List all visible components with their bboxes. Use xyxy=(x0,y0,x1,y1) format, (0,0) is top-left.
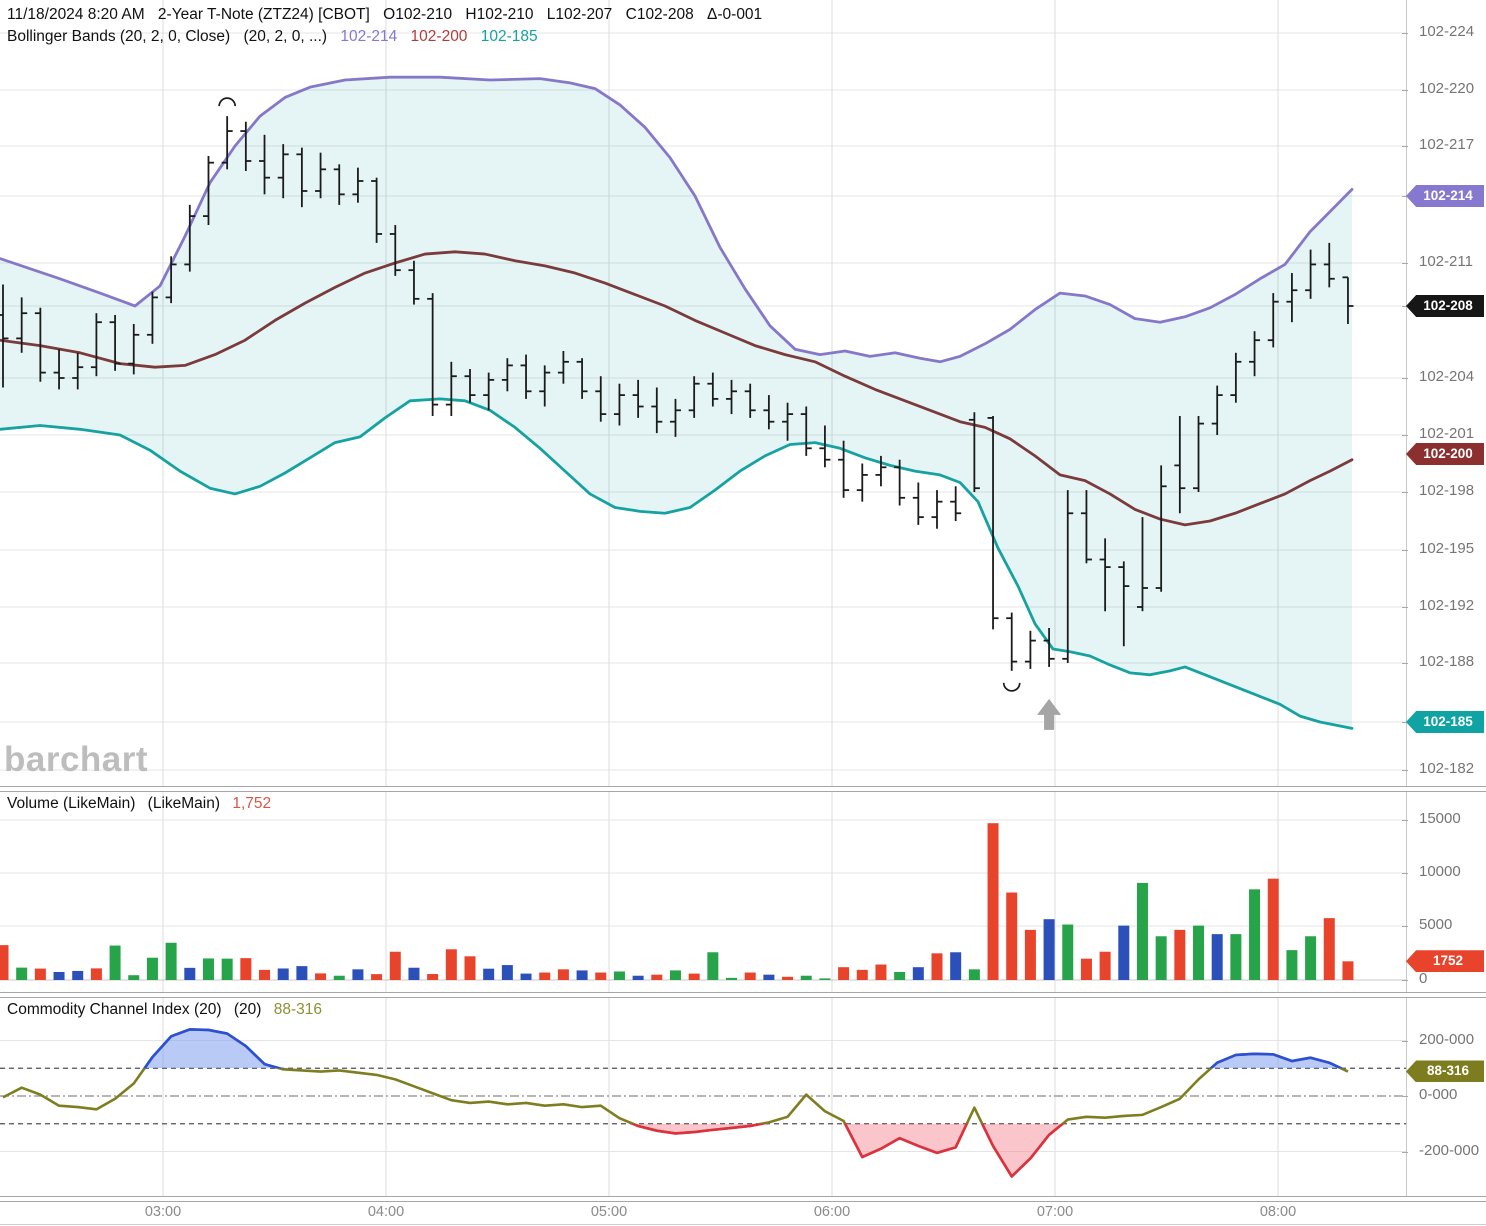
cci-axis-label: 200-000 xyxy=(1419,1031,1475,1048)
price-badge-102-200: 102-200 xyxy=(1406,443,1484,465)
axis-tick xyxy=(1402,722,1408,723)
panel-divider-main-volume[interactable] xyxy=(0,786,1486,792)
axis-tick xyxy=(1402,33,1408,34)
cci-study-name[interactable]: Commodity Channel Index (20) xyxy=(7,1001,222,1018)
quote-open: O102-210 xyxy=(383,6,453,23)
axis-tick xyxy=(1402,146,1408,147)
quote-line: 11/18/2024 8:20 AM 2-Year T-Note (ZTZ24)… xyxy=(7,6,771,24)
price-axis-label: 102-182 xyxy=(1419,760,1475,777)
bollinger-upper-value: 102-214 xyxy=(340,28,398,45)
axis-tick xyxy=(1402,435,1408,436)
volume-study-params: (LikeMain) xyxy=(147,795,221,812)
quote-low: L102-207 xyxy=(546,6,613,23)
barchart-logo: barchart xyxy=(4,740,149,779)
volume-axis-label: 5000 xyxy=(1419,916,1453,933)
time-axis-label: 06:00 xyxy=(813,1204,851,1220)
volume-current-value: 1,752 xyxy=(232,795,272,812)
cci-panel-title: Commodity Channel Index (20) (20) 88-316 xyxy=(7,1001,330,1019)
axis-tick xyxy=(1402,1152,1408,1153)
price-axis-label: 102-217 xyxy=(1419,136,1475,153)
axis-tick xyxy=(1402,196,1408,197)
time-axis-label: 05:00 xyxy=(590,1204,628,1220)
axis-tick xyxy=(1402,926,1408,927)
price-badge-102-185: 102-185 xyxy=(1406,711,1484,733)
study-line: Bollinger Bands (20, 2, 0, Close) (20, 2… xyxy=(7,28,771,46)
price-badge-102-208: 102-208 xyxy=(1406,295,1484,317)
axis-tick xyxy=(1402,550,1408,551)
axis-tick xyxy=(1402,980,1408,981)
axis-tick xyxy=(1402,820,1408,821)
axis-tick xyxy=(1402,378,1408,379)
volume-axis-label: 0 xyxy=(1419,970,1428,987)
cci-badge: 88-316 xyxy=(1406,1060,1484,1083)
volume-chart-panel[interactable] xyxy=(0,790,1406,993)
axis-tick xyxy=(1402,492,1408,493)
price-axis-label: 102-188 xyxy=(1419,653,1475,670)
time-axis-label: 04:00 xyxy=(367,1204,405,1220)
chart-bottom-border xyxy=(0,1196,1486,1202)
axis-tick xyxy=(1402,663,1408,664)
cci-axis-label: -200-000 xyxy=(1419,1142,1480,1159)
axis-tick xyxy=(1402,1041,1408,1042)
price-badge-102-214: 102-214 xyxy=(1406,185,1484,207)
price-axis-label: 102-192 xyxy=(1419,597,1475,614)
axis-tick xyxy=(1402,770,1408,771)
quote-datetime: 11/18/2024 8:20 AM xyxy=(7,6,145,23)
volume-badge: 1752 xyxy=(1406,950,1484,973)
page-bottom-border xyxy=(0,1224,1486,1225)
price-axis-label: 102-211 xyxy=(1419,253,1473,270)
quote-symbol: 2-Year T-Note (ZTZ24) [CBOT] xyxy=(157,6,370,23)
volume-axis-label: 15000 xyxy=(1419,810,1461,827)
panel-divider-volume-cci[interactable] xyxy=(0,992,1486,998)
price-axis-label: 102-198 xyxy=(1419,482,1475,499)
time-axis-label: 03:00 xyxy=(144,1204,182,1220)
axis-tick xyxy=(1402,90,1408,91)
price-axis-label: 102-195 xyxy=(1419,540,1475,557)
chart-header: 11/18/2024 8:20 AM 2-Year T-Note (ZTZ24)… xyxy=(7,6,771,50)
bollinger-middle-value: 102-200 xyxy=(410,28,468,45)
quote-high: H102-210 xyxy=(465,6,534,23)
volume-axis-label: 10000 xyxy=(1419,863,1461,880)
axis-tick xyxy=(1402,306,1408,307)
cci-study-params: (20) xyxy=(233,1001,262,1018)
study-name[interactable]: Bollinger Bands (20, 2, 0, Close) xyxy=(7,28,231,45)
time-axis-label: 07:00 xyxy=(1036,1204,1074,1220)
bollinger-lower-value: 102-185 xyxy=(480,28,538,45)
price-axis-label: 102-224 xyxy=(1419,23,1475,40)
price-chart-panel[interactable] xyxy=(0,0,1406,786)
cci-axis-label: 0-000 xyxy=(1419,1086,1458,1103)
quote-close: C102-208 xyxy=(625,6,694,23)
study-params: (20, 2, 0, ...) xyxy=(243,28,328,45)
quote-change: Δ-0-001 xyxy=(707,6,763,23)
axis-tick xyxy=(1402,873,1408,874)
axis-tick xyxy=(1402,607,1408,608)
price-axis-label: 102-204 xyxy=(1419,368,1475,385)
cci-chart-panel[interactable] xyxy=(0,997,1406,1196)
axis-tick xyxy=(1402,1096,1408,1097)
time-axis-label: 08:00 xyxy=(1259,1204,1297,1220)
price-axis-label: 102-220 xyxy=(1419,80,1475,97)
volume-panel-title: Volume (LikeMain) (LikeMain) 1,752 xyxy=(7,795,279,813)
up-arrow-marker xyxy=(1037,698,1062,730)
volume-study-name[interactable]: Volume (LikeMain) xyxy=(7,795,136,812)
cci-current-value: 88-316 xyxy=(273,1001,322,1018)
price-axis-label: 102-201 xyxy=(1419,425,1475,442)
price-axis-border xyxy=(1406,0,1407,1196)
axis-tick xyxy=(1402,263,1408,264)
